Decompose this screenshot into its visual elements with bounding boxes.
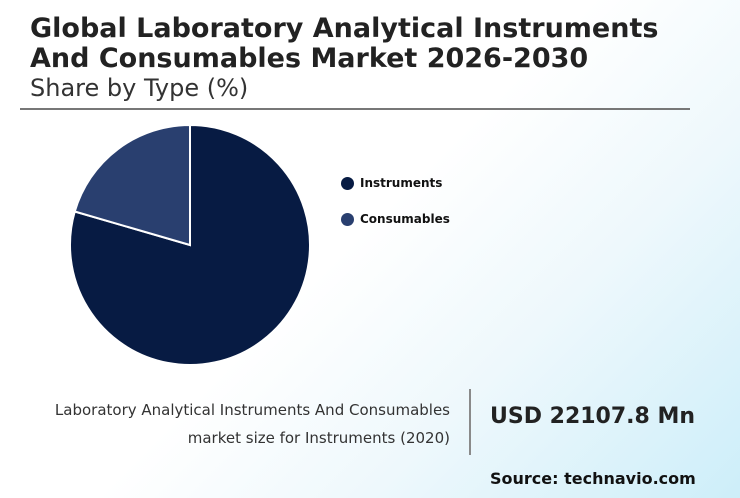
stat-label-line1: Laboratory Analytical Instruments And Co… (54, 401, 450, 419)
pie-slice-consumables (73, 123, 191, 247)
pie-slices (69, 123, 311, 366)
chart-title: Global Laboratory Analytical Instruments… (30, 13, 659, 74)
stat-label-line2: market size for Instruments (2020) (187, 429, 450, 447)
source-credit: Source: technavio.com (490, 469, 696, 488)
stat-value: USD 22107.8 Mn (490, 404, 696, 429)
chart-legend: Instruments Consumables (341, 174, 450, 246)
legend-swatch (341, 212, 354, 226)
chart-subtitle: Share by Type (%) (30, 74, 249, 102)
legend-swatch (341, 176, 354, 190)
stat-divider (469, 389, 471, 455)
legend-label: Instruments (360, 176, 443, 190)
legend-label: Consumables (360, 212, 450, 226)
legend-item-instruments: Instruments (341, 174, 450, 192)
stat-label: Laboratory Analytical Instruments And Co… (10, 396, 450, 452)
title-divider (20, 108, 690, 110)
legend-item-consumables: Consumables (341, 210, 450, 228)
